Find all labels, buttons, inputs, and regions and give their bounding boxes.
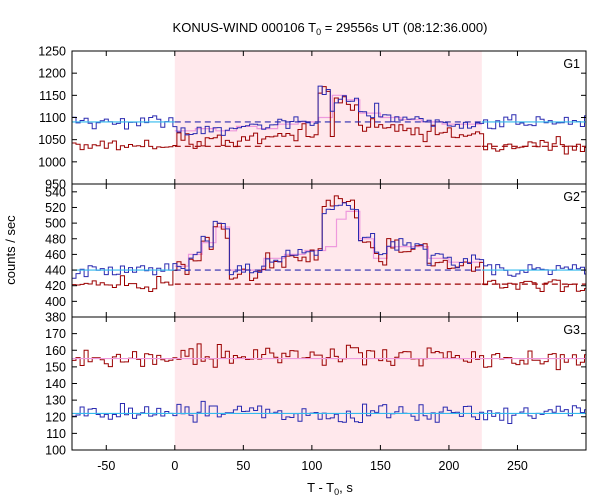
y-tick-label: 460 [45, 248, 66, 262]
y-tick-label: 420 [45, 279, 66, 293]
x-tick-label: 250 [507, 459, 528, 473]
y-tick-label: 1250 [38, 45, 66, 59]
x-tick-label: 0 [171, 459, 178, 473]
pink-fit-g1 [174, 94, 482, 132]
y-tick-label: 500 [45, 217, 66, 231]
y-tick-label: 480 [45, 232, 66, 246]
panel-label-g1: G1 [563, 57, 580, 71]
y-tick-label: 170 [45, 327, 66, 341]
panel-series [72, 85, 586, 155]
panel-label-g3: G3 [563, 323, 580, 337]
red-series-g1 [72, 86, 586, 155]
y-tick-label: 150 [45, 360, 66, 374]
burst-interval-shade [174, 51, 482, 450]
x-axis-label: T - T0, s [307, 480, 353, 497]
y-tick-label: 400 [45, 295, 66, 309]
blue-series-g3 [72, 400, 586, 424]
pink-fit-g2 [174, 210, 482, 271]
x-tick-label: 100 [301, 459, 322, 473]
y-tick-label: 130 [45, 394, 66, 408]
y-tick-label: 1100 [39, 111, 66, 125]
y-axis-label: counts / sec [3, 215, 18, 285]
x-tick-label: 150 [370, 459, 391, 473]
y-tick-label: 140 [45, 377, 66, 391]
y-tick-label: 100 [45, 444, 66, 458]
blue-series-g2 [72, 202, 586, 279]
panel-label-g2: G2 [563, 190, 580, 204]
y-tick-label: 110 [46, 427, 66, 441]
y-tick-label: 1000 [38, 155, 66, 169]
y-tick-label: 540 [45, 185, 66, 199]
figure-title: KONUS-WIND 000106 T0 = 29556s UT (08:12:… [173, 20, 488, 37]
blue-series-g1 [72, 85, 586, 136]
x-tick-label: 200 [439, 459, 460, 473]
y-tick-label: 520 [45, 201, 66, 215]
panel-g3: 100 110 120 130 140 150 160 170 G3 [45, 316, 587, 458]
panel-series [72, 343, 586, 424]
panel-series [72, 195, 586, 292]
x-tick-label: 50 [236, 459, 250, 473]
x-tick-label: -50 [97, 459, 115, 473]
y-tick-label: 1200 [38, 67, 66, 81]
y-tick-label: 950 [45, 178, 66, 192]
y-tick-label: 1150 [39, 89, 66, 103]
y-tick-label: 120 [45, 410, 66, 424]
y-tick-label: 1050 [38, 133, 66, 147]
y-tick-label: 160 [45, 344, 66, 358]
panels-group: 950100010501100115012001250G138040042044… [38, 45, 587, 473]
y-tick-label: 380 [45, 311, 66, 325]
panel-g1: 950 1000 1050 1100 1150 1200 1250 G1 [38, 45, 587, 192]
red-series-g2 [72, 195, 586, 292]
y-tick-label: 440 [45, 264, 66, 278]
